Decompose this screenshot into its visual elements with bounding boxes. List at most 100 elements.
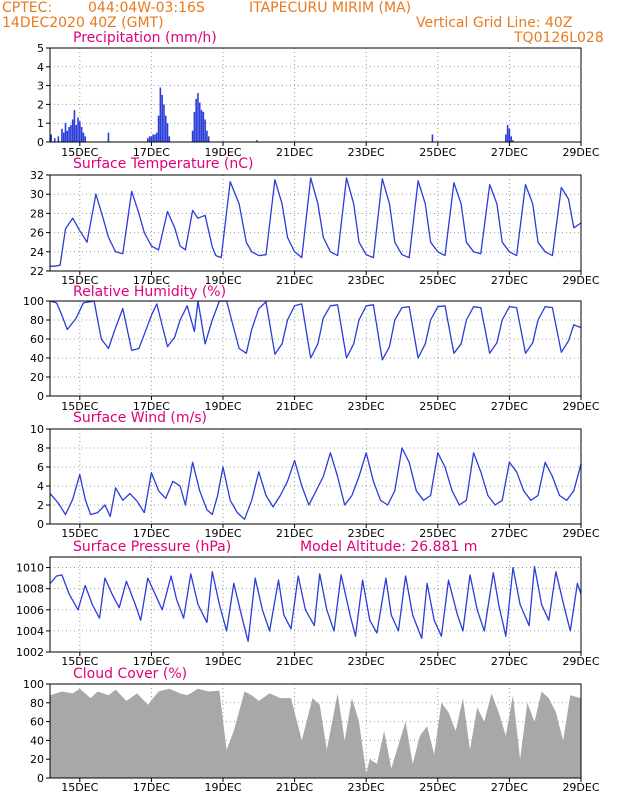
precip-bar — [154, 134, 156, 142]
header-datetime: 14DEC2020 40Z (GMT) — [2, 15, 164, 31]
y-tick-label-rh: 60 — [30, 333, 44, 346]
y-tick-label-precip: 0 — [37, 136, 44, 149]
x-tick-label-pressure: 17DEC — [133, 655, 170, 668]
precip-bar — [163, 104, 165, 142]
precip-bar — [206, 130, 208, 142]
x-tick-label-cloud: 25DEC — [419, 781, 456, 794]
precip-bar — [107, 132, 110, 142]
y-tick-label-rh: 80 — [30, 314, 44, 327]
precip-bar — [207, 136, 210, 142]
y-tick-label-temp: 30 — [30, 188, 44, 201]
precip-bar — [57, 136, 60, 142]
y-tick-label-wind: 4 — [37, 480, 44, 493]
x-tick-label-cloud: 23DEC — [348, 781, 385, 794]
x-tick-label-temp: 25DEC — [419, 274, 456, 287]
precip-bar — [148, 136, 151, 142]
precip-bar — [200, 110, 203, 142]
x-tick-label-wind: 25DEC — [419, 527, 456, 540]
y-tick-label-temp: 32 — [30, 169, 44, 182]
panel-wind: Surface Wind (m/s) 0 2 4 6 8 10 15DEC 17DEC 19DEC… — [30, 410, 600, 540]
precip-bar — [159, 87, 162, 142]
panel-rh: Relative Humidity (%) 0 20 40 60 80 100 15DEC 17… — [23, 284, 600, 413]
header-coords: 044:04W-03:16S — [88, 0, 205, 16]
header-station: ITAPECURU MIRIM (MA) — [249, 0, 412, 16]
x-tick-label-wind: 19DEC — [204, 527, 241, 540]
y-tick-label-cloud: 40 — [30, 734, 44, 747]
x-tick-label-cloud: 19DEC — [204, 781, 241, 794]
y-tick-label-rh: 40 — [30, 352, 44, 365]
x-tick-label-temp: 27DEC — [491, 274, 528, 287]
y-tick-label-temp: 24 — [30, 246, 44, 259]
y-tick-label-precip: 2 — [37, 98, 44, 111]
x-tick-label-temp: 29DEC — [562, 274, 599, 287]
precip-bar — [204, 119, 206, 142]
header-grid-note: Vertical Grid Line: 40Z — [416, 15, 573, 31]
y-tick-label-temp: 22 — [30, 265, 44, 278]
precip-bar — [157, 115, 160, 142]
precip-bar — [191, 130, 194, 142]
precip-bar — [431, 134, 434, 142]
x-tick-label-pressure: 15DEC — [61, 655, 98, 668]
y-tick-label-cloud: 100 — [23, 678, 44, 691]
y-tick-label-wind: 0 — [37, 518, 44, 531]
y-tick-label-wind: 10 — [30, 423, 44, 436]
panel-title-wind: Surface Wind (m/s) — [73, 410, 207, 426]
precip-bar — [164, 115, 167, 142]
x-tick-label-precip: 15DEC — [61, 146, 98, 159]
cloud-area — [50, 688, 582, 778]
y-tick-label-cloud: 80 — [30, 697, 44, 710]
precip-bar — [195, 98, 197, 142]
x-tick-label-temp: 23DEC — [348, 274, 385, 287]
panel-title-temp: Surface Temperature (nC) — [73, 156, 254, 172]
x-tick-label-rh: 27DEC — [491, 400, 528, 413]
x-tick-label-rh: 21DEC — [276, 400, 313, 413]
x-tick-label-wind: 29DEC — [562, 527, 599, 540]
x-tick-label-temp: 17DEC — [133, 274, 170, 287]
x-tick-label-rh: 25DEC — [419, 400, 456, 413]
panel-title-rh: Relative Humidity (%) — [73, 284, 226, 300]
x-tick-label-cloud: 21DEC — [276, 781, 313, 794]
precip-bar — [66, 130, 69, 142]
y-tick-label-pressure: 1002 — [16, 646, 44, 659]
y-tick-label-rh: 100 — [23, 295, 44, 308]
y-tick-label-temp: 28 — [30, 207, 44, 220]
precip-bar — [62, 132, 65, 142]
panel-title-cloud: Cloud Cover (%) — [73, 666, 187, 682]
panel-annotation-pressure: Model Altitude: 26.881 m — [300, 539, 477, 555]
y-tick-label-pressure: 1006 — [16, 604, 44, 617]
precip-bar — [198, 102, 201, 142]
precip-bar — [84, 136, 86, 142]
x-tick-label-cloud: 29DEC — [562, 781, 599, 794]
y-tick-label-precip: 3 — [37, 80, 44, 93]
panel-temp: Surface Temperature (nC) 22 24 26 28 30 32 15DE… — [30, 156, 600, 287]
panel-frame-rh — [49, 300, 582, 397]
panel-title-precip: Precipitation (mm/h) — [73, 30, 217, 46]
x-tick-label-cloud: 15DEC — [61, 781, 98, 794]
x-tick-label-wind: 17DEC — [133, 527, 170, 540]
x-tick-label-wind: 21DEC — [276, 527, 313, 540]
x-tick-label-precip: 23DEC — [348, 146, 385, 159]
panel-frame-temp — [49, 174, 582, 272]
y-tick-label-pressure: 1010 — [16, 562, 44, 575]
x-tick-label-rh: 15DEC — [61, 400, 98, 413]
x-tick-label-pressure: 23DEC — [348, 655, 385, 668]
precip-bar — [512, 140, 514, 142]
header-source: CPTEC: — [2, 0, 53, 16]
y-tick-label-temp: 26 — [30, 227, 44, 240]
x-tick-label-cloud: 17DEC — [133, 781, 170, 794]
precip-bar — [510, 136, 512, 142]
x-tick-label-precip: 29DEC — [562, 146, 599, 159]
x-tick-label-rh: 23DEC — [348, 400, 385, 413]
panel-cloud: Cloud Cover (%) 0 20 40 60 80 100 15DEC 17DEC 19D… — [23, 666, 600, 794]
x-tick-label-temp: 21DEC — [276, 274, 313, 287]
series-line-wind — [49, 447, 582, 520]
precip-bar — [82, 132, 85, 142]
x-tick-label-rh: 29DEC — [562, 400, 599, 413]
y-tick-label-precip: 4 — [37, 61, 44, 74]
x-tick-label-precip: 25DEC — [419, 146, 456, 159]
precip-bar — [197, 93, 199, 142]
x-tick-label-temp: 19DEC — [204, 274, 241, 287]
precip-bar — [150, 136, 153, 142]
precip-bar — [505, 134, 507, 142]
